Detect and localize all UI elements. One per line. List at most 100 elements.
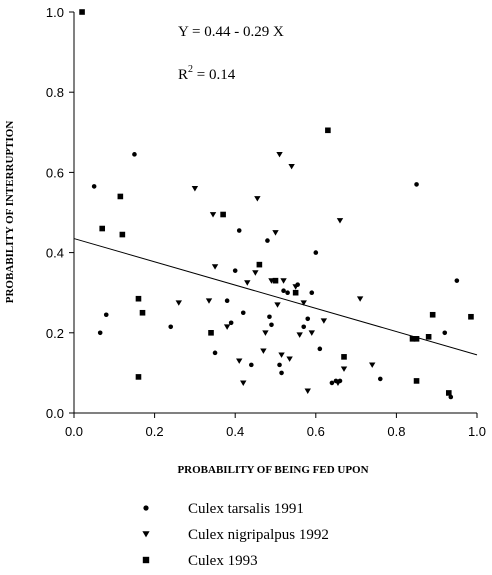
- data-point: [232, 268, 238, 273]
- data-point: [205, 298, 213, 304]
- data-point: [211, 264, 219, 270]
- data-point: [254, 196, 261, 202]
- series-circle: [91, 152, 460, 400]
- series-triangle-down: [175, 151, 376, 394]
- data-point: [296, 332, 303, 338]
- y-tick-label: 0.4: [46, 246, 64, 261]
- data-point: [414, 182, 419, 187]
- data-point: [279, 370, 284, 376]
- series-square: [79, 9, 474, 396]
- data-point: [209, 212, 217, 218]
- legend-marker: [143, 505, 149, 511]
- data-point: [132, 152, 137, 157]
- data-point: [91, 184, 97, 189]
- data-point: [276, 151, 283, 158]
- data-point: [341, 354, 347, 360]
- data-point: [272, 230, 279, 236]
- data-point: [117, 193, 124, 200]
- data-point: [413, 336, 420, 342]
- data-point: [292, 289, 299, 296]
- legend-label: Culex nigripalpus 1992: [188, 527, 329, 543]
- data-point: [329, 380, 335, 386]
- legend-marker: [142, 531, 150, 538]
- data-point: [409, 336, 416, 342]
- data-point: [168, 324, 174, 330]
- data-point: [135, 374, 142, 380]
- data-point: [304, 388, 311, 394]
- x-tick-label: 0.6: [307, 424, 325, 439]
- data-point: [292, 284, 299, 290]
- data-point: [288, 163, 295, 170]
- data-point: [468, 313, 474, 320]
- data-point: [260, 348, 267, 354]
- data-point: [228, 320, 234, 326]
- x-axis-title: PROBABILITY OF BEING FED UPON: [177, 464, 368, 476]
- data-point: [309, 290, 315, 296]
- r-squared-base: R: [178, 67, 188, 83]
- data-point: [252, 270, 259, 276]
- y-tick-label: 0.2: [46, 326, 64, 341]
- data-point: [369, 362, 376, 368]
- data-point: [272, 277, 279, 284]
- data-point: [220, 211, 226, 218]
- data-point: [356, 296, 364, 302]
- x-tick-label: 0.2: [146, 424, 164, 439]
- y-tick-label: 0.6: [46, 165, 64, 180]
- data-point: [300, 300, 307, 306]
- data-point: [340, 366, 348, 372]
- data-point: [317, 346, 323, 352]
- data-point: [267, 314, 272, 320]
- data-point: [320, 318, 328, 324]
- data-point: [325, 127, 331, 134]
- data-point: [448, 394, 454, 400]
- data-point: [256, 261, 263, 268]
- r-squared-value: = 0.14: [193, 67, 236, 83]
- data-point: [212, 350, 218, 356]
- data-point: [208, 330, 214, 336]
- data-point: [79, 9, 85, 15]
- data-point: [377, 376, 383, 382]
- data-point: [240, 310, 246, 316]
- data-point: [236, 228, 242, 233]
- data-point: [280, 278, 287, 284]
- data-point: [97, 330, 103, 336]
- data-point: [286, 356, 293, 362]
- data-point: [285, 290, 290, 296]
- data-point: [305, 316, 311, 322]
- data-point: [308, 330, 315, 336]
- data-point: [445, 390, 452, 396]
- data-point: [301, 324, 307, 330]
- x-tick-label: 0.8: [387, 424, 405, 439]
- data-point: [244, 280, 251, 286]
- x-tick-label: 0.0: [65, 424, 83, 439]
- data-point: [281, 288, 286, 293]
- data-point: [413, 378, 420, 384]
- data-point: [191, 186, 199, 192]
- data-point: [99, 225, 106, 232]
- data-point: [334, 380, 342, 386]
- data-point: [274, 302, 281, 308]
- y-tick-label: 1.0: [46, 5, 64, 20]
- data-point: [119, 231, 126, 238]
- legend-label: Culex 1993: [188, 553, 258, 569]
- legend-marker: [142, 556, 150, 564]
- data-point: [313, 250, 319, 255]
- data-point: [429, 311, 436, 318]
- data-point: [139, 309, 146, 316]
- x-tick-label: 0.4: [226, 424, 244, 439]
- data-point: [240, 380, 247, 386]
- data-point: [249, 362, 254, 368]
- data-point: [336, 218, 344, 224]
- data-point: [269, 322, 274, 328]
- y-tick-label: 0.8: [46, 85, 64, 100]
- data-point: [265, 238, 270, 243]
- legend-label: Culex tarsalis 1991: [188, 501, 304, 517]
- data-point: [454, 278, 460, 283]
- regression-line: [73, 238, 478, 356]
- data-point: [175, 300, 182, 306]
- data-point: [223, 324, 231, 330]
- r-squared-annotation: R2 = 0.14: [178, 64, 236, 83]
- equation-annotation: Y = 0.44 - 0.29 X: [178, 24, 284, 40]
- data-point: [135, 295, 142, 302]
